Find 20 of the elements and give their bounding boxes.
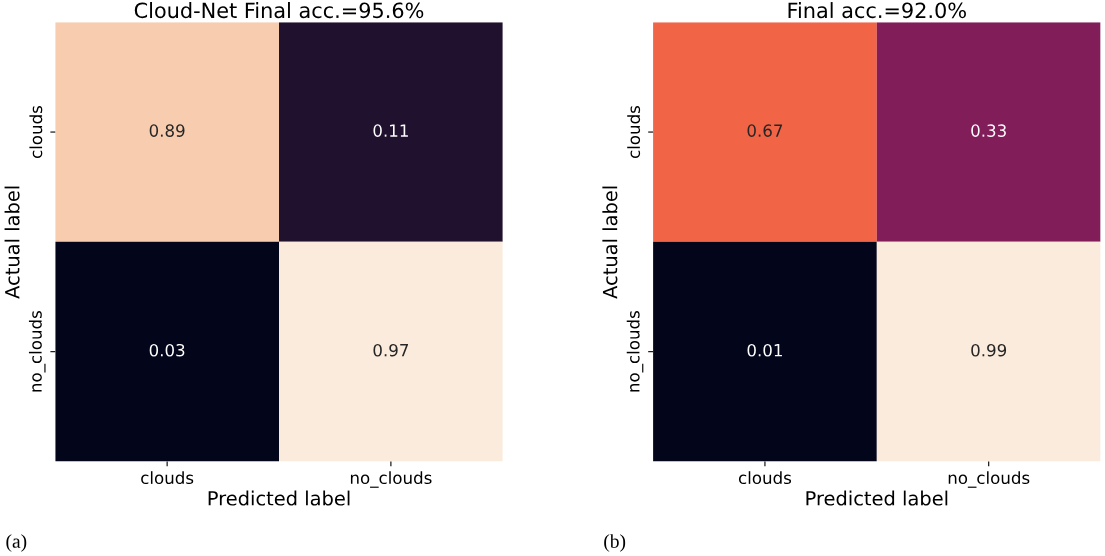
x-axis-title: Predicted label (806, 490, 948, 506)
x-tick-label: clouds (141, 471, 194, 485)
y-axis-title: Actual label (602, 186, 618, 299)
x-axis-title: Predicted label (208, 490, 350, 506)
text: (b) (604, 534, 626, 552)
data-label: 0.97 (373, 343, 409, 357)
x-tick-label: no_clouds (948, 471, 1030, 488)
chart-title: Final acc.=92.0% (788, 2, 966, 19)
text: (a) (6, 534, 27, 552)
data-label: 0.89 (149, 124, 185, 137)
data-label: 0.01 (747, 343, 782, 357)
data-label: 0.99 (971, 343, 1007, 357)
y-axis-title: Actual label (4, 186, 20, 299)
data-label: 0.33 (971, 124, 1006, 137)
data-label: 0.67 (747, 124, 783, 137)
chart-title: Cloud-Net Final acc.=95.6% (134, 2, 424, 19)
data-label: 0.03 (149, 343, 185, 357)
data-label: 0.11 (373, 124, 408, 137)
x-tick-label: clouds (738, 471, 792, 485)
x-tick-label: no_clouds (350, 471, 432, 488)
